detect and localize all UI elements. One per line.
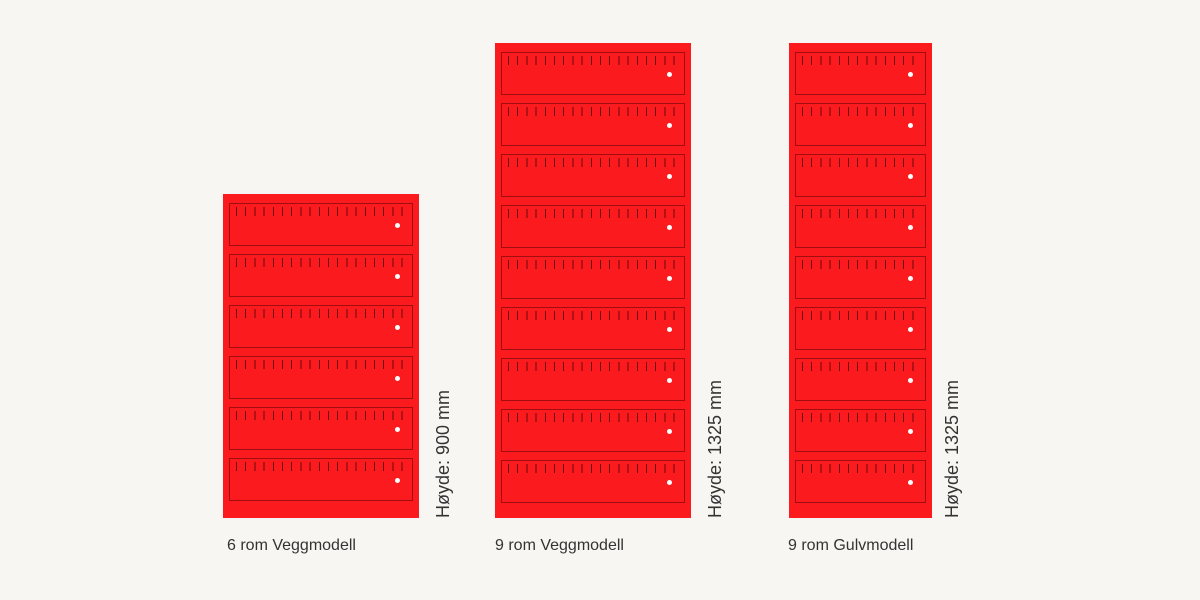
vent-slots [236, 360, 404, 369]
lock-icon [395, 274, 400, 279]
lock-icon [908, 174, 913, 179]
locker-compartment [501, 409, 685, 452]
lock-icon [667, 174, 672, 179]
lock-icon [908, 480, 913, 485]
locker-compartment [501, 460, 685, 503]
locker-compartment [501, 358, 685, 401]
vent-slots [508, 158, 676, 167]
height-unit: mm [433, 389, 453, 420]
vent-slots [508, 209, 676, 218]
vent-slots [802, 107, 917, 116]
lock-icon [908, 72, 913, 77]
height-label: Høyde: 1325 mm [942, 380, 963, 518]
vent-slots [802, 413, 917, 422]
lock-icon [395, 325, 400, 330]
locker-compartment [501, 256, 685, 299]
locker-compartment [229, 356, 413, 399]
lock-icon [395, 427, 400, 432]
vent-slots [508, 56, 676, 65]
vent-slots [802, 209, 917, 218]
locker-compartment [229, 254, 413, 297]
vent-slots [802, 158, 917, 167]
vent-slots [802, 464, 917, 473]
height-label: Høyde: 900 mm [433, 390, 454, 518]
model-caption: 9 rom Gulvmodell [788, 537, 914, 554]
lock-icon [667, 378, 672, 383]
locker-compartment [501, 205, 685, 248]
cabinet [495, 43, 691, 518]
locker-compartment [795, 358, 926, 401]
lock-icon [667, 72, 672, 77]
lock-icon [395, 223, 400, 228]
lock-icon [395, 478, 400, 483]
lock-icon [908, 225, 913, 230]
locker-compartment [795, 154, 926, 197]
lock-icon [667, 225, 672, 230]
lock-icon [908, 123, 913, 128]
locker-compartment [229, 305, 413, 348]
cabinet [789, 43, 932, 518]
model-caption: 9 rom Veggmodell [495, 537, 624, 554]
vent-slots [802, 260, 917, 269]
locker-compartment [501, 103, 685, 146]
locker-compartment [501, 52, 685, 95]
vent-slots [236, 309, 404, 318]
height-label: Høyde: 1325 mm [705, 380, 726, 518]
lock-icon [908, 327, 913, 332]
height-unit: mm [942, 379, 962, 410]
locker-compartment [229, 458, 413, 501]
lock-icon [908, 429, 913, 434]
model-caption: 6 rom Veggmodell [227, 537, 356, 554]
cabinet [223, 194, 419, 518]
vent-slots [236, 462, 404, 471]
height-unit: mm [705, 379, 725, 410]
vent-slots [236, 258, 404, 267]
vent-slots [508, 107, 676, 116]
height-value: Høyde: 900 [433, 424, 453, 518]
lock-icon [908, 276, 913, 281]
vent-slots [508, 311, 676, 320]
vent-slots [508, 362, 676, 371]
height-value: Høyde: 1325 [942, 414, 962, 518]
locker-compartment [795, 52, 926, 95]
locker-compartment [795, 409, 926, 452]
vent-slots [802, 56, 917, 65]
lock-icon [908, 378, 913, 383]
locker-compartment [795, 256, 926, 299]
lock-icon [667, 123, 672, 128]
vent-slots [508, 464, 676, 473]
locker-compartment [229, 407, 413, 450]
locker-compartment [501, 307, 685, 350]
height-value: Høyde: 1325 [705, 414, 725, 518]
lock-icon [667, 327, 672, 332]
locker-compartment [795, 205, 926, 248]
lock-icon [667, 429, 672, 434]
locker-compartment [229, 203, 413, 246]
lock-icon [395, 376, 400, 381]
vent-slots [508, 260, 676, 269]
lock-icon [667, 480, 672, 485]
vent-slots [802, 311, 917, 320]
vent-slots [802, 362, 917, 371]
vent-slots [236, 207, 404, 216]
locker-compartment [795, 307, 926, 350]
vent-slots [508, 413, 676, 422]
locker-compartment [501, 154, 685, 197]
lock-icon [667, 276, 672, 281]
locker-compartment [795, 103, 926, 146]
locker-compartment [795, 460, 926, 503]
vent-slots [236, 411, 404, 420]
